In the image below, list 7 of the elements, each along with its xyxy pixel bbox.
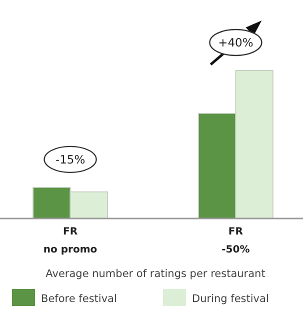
annotation: -15% xyxy=(55,152,86,166)
text: +40% xyxy=(218,36,254,50)
x-tick-label: FR -50% xyxy=(222,226,250,256)
legend-label: Before festival xyxy=(41,293,117,305)
x-axis-title: Average number of ratings per restaurant xyxy=(46,268,266,280)
legend-label: During festival xyxy=(192,293,269,305)
x-tick-label: FR no promo xyxy=(43,226,98,256)
